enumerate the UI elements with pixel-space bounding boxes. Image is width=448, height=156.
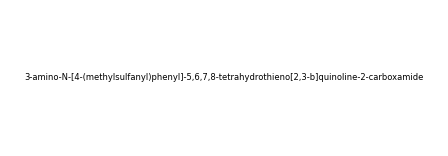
Text: 3-amino-N-[4-(methylsulfanyl)phenyl]-5,6,7,8-tetrahydrothieno[2,3-b]quinoline-2-: 3-amino-N-[4-(methylsulfanyl)phenyl]-5,6… xyxy=(24,73,424,83)
